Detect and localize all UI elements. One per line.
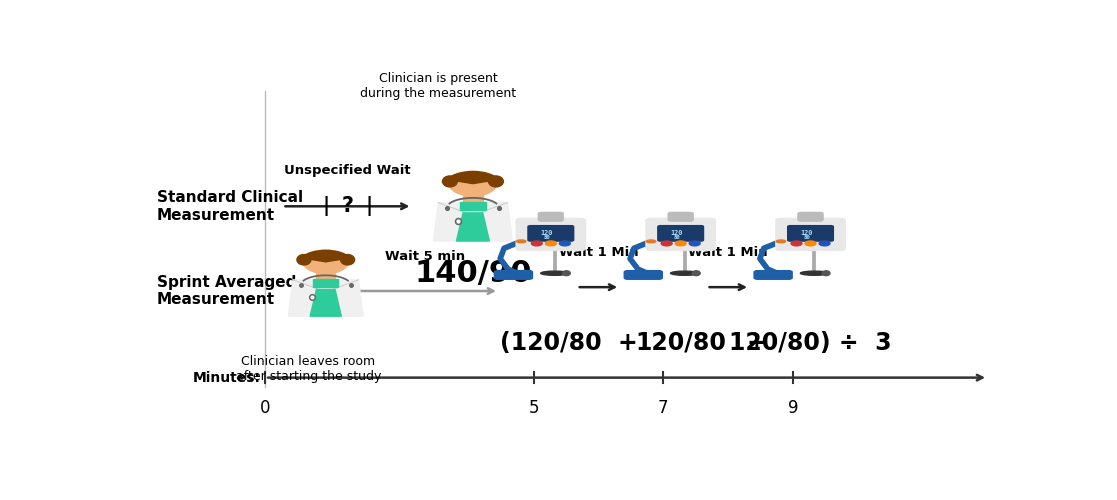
Circle shape: [819, 241, 830, 246]
Ellipse shape: [693, 271, 700, 276]
Circle shape: [791, 241, 802, 246]
Text: |: |: [365, 196, 373, 216]
Polygon shape: [311, 290, 342, 316]
Ellipse shape: [670, 271, 698, 276]
Wedge shape: [302, 250, 350, 262]
FancyBboxPatch shape: [516, 218, 585, 250]
Text: Sprint Averaged
Measurement: Sprint Averaged Measurement: [156, 275, 296, 307]
Text: Wait 1 Min: Wait 1 Min: [688, 246, 768, 260]
Text: |: |: [322, 196, 330, 216]
FancyBboxPatch shape: [313, 279, 338, 287]
Ellipse shape: [303, 250, 349, 274]
Text: 7: 7: [658, 399, 669, 417]
Ellipse shape: [297, 254, 311, 265]
Ellipse shape: [488, 176, 504, 187]
Circle shape: [805, 241, 817, 246]
Text: 5: 5: [528, 399, 538, 417]
FancyBboxPatch shape: [460, 202, 486, 210]
Wedge shape: [448, 172, 498, 183]
Ellipse shape: [822, 271, 830, 276]
Text: 80: 80: [544, 236, 551, 240]
FancyBboxPatch shape: [658, 226, 704, 241]
Circle shape: [661, 241, 672, 246]
FancyBboxPatch shape: [754, 270, 792, 280]
Text: Clinician leaves room
after starting the study: Clinician leaves room after starting the…: [236, 354, 381, 382]
Ellipse shape: [776, 240, 785, 242]
Text: Wait 5 min: Wait 5 min: [385, 250, 466, 264]
Text: +: +: [617, 331, 637, 355]
FancyBboxPatch shape: [775, 218, 846, 250]
Ellipse shape: [541, 271, 569, 276]
FancyBboxPatch shape: [495, 270, 533, 280]
Ellipse shape: [801, 271, 829, 276]
Text: (120/80: (120/80: [500, 331, 602, 355]
Ellipse shape: [647, 240, 656, 242]
Ellipse shape: [516, 240, 526, 242]
Circle shape: [532, 241, 542, 246]
Text: 120/80: 120/80: [636, 331, 726, 355]
FancyBboxPatch shape: [787, 226, 833, 241]
Text: ?: ?: [342, 196, 353, 216]
Circle shape: [545, 241, 556, 246]
Text: 120/80) ÷  3: 120/80) ÷ 3: [729, 331, 891, 355]
Text: 80: 80: [803, 236, 810, 240]
Text: 120: 120: [801, 230, 813, 236]
Ellipse shape: [341, 254, 354, 265]
FancyBboxPatch shape: [668, 212, 694, 222]
Text: Unspecified Wait: Unspecified Wait: [284, 164, 411, 177]
Text: +: +: [746, 331, 766, 355]
Text: 80: 80: [674, 236, 680, 240]
Text: Standard Clinical
Measurement: Standard Clinical Measurement: [156, 190, 303, 222]
Ellipse shape: [442, 176, 457, 187]
FancyBboxPatch shape: [624, 270, 662, 280]
Ellipse shape: [563, 271, 571, 276]
FancyBboxPatch shape: [798, 212, 823, 222]
Circle shape: [689, 241, 700, 246]
Polygon shape: [433, 202, 513, 241]
Polygon shape: [288, 280, 363, 316]
FancyBboxPatch shape: [538, 212, 564, 222]
Circle shape: [675, 241, 686, 246]
FancyBboxPatch shape: [464, 194, 483, 202]
Text: 9: 9: [787, 399, 799, 417]
Text: Wait 1 Min: Wait 1 Min: [558, 246, 638, 260]
Text: Clinician is present
during the measurement: Clinician is present during the measurem…: [360, 72, 516, 100]
FancyBboxPatch shape: [316, 272, 335, 280]
FancyBboxPatch shape: [528, 226, 574, 241]
Polygon shape: [457, 213, 489, 241]
Text: Minutes:: Minutes:: [193, 370, 261, 384]
Ellipse shape: [449, 171, 497, 196]
Text: 120: 120: [670, 230, 682, 236]
FancyBboxPatch shape: [646, 218, 716, 250]
Text: 120: 120: [541, 230, 553, 236]
Circle shape: [560, 241, 571, 246]
Text: 140/90: 140/90: [414, 259, 532, 288]
Text: 0: 0: [260, 399, 270, 417]
